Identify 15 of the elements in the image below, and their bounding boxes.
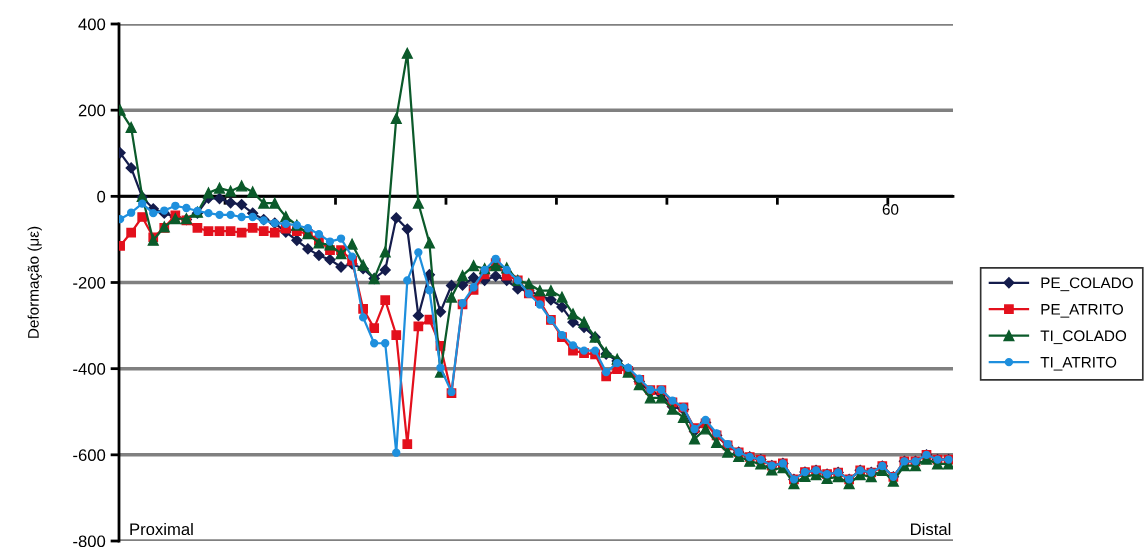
y-tick-label: -600 bbox=[73, 449, 106, 462]
legend-label: PE_ATRITO bbox=[1041, 303, 1124, 318]
legend-label: TI_COLADO bbox=[1040, 330, 1127, 345]
y-tick-label: 200 bbox=[78, 104, 106, 117]
annotation: Distal bbox=[911, 522, 951, 536]
annotation: Proximal bbox=[130, 522, 193, 536]
y-tick-label: -200 bbox=[73, 276, 106, 289]
annotation: 60 bbox=[882, 204, 899, 215]
y-tick-label: 400 bbox=[78, 18, 106, 31]
y-axis-title: Deformação (με) bbox=[27, 226, 42, 338]
y-tick-label: -400 bbox=[73, 363, 106, 375]
y-tick-label: 0 bbox=[97, 190, 106, 203]
legend-label: PE_COLADO bbox=[1041, 277, 1133, 292]
y-tick-label: -800 bbox=[73, 535, 106, 547]
legend-label: TI_ATRITO bbox=[1040, 356, 1117, 371]
